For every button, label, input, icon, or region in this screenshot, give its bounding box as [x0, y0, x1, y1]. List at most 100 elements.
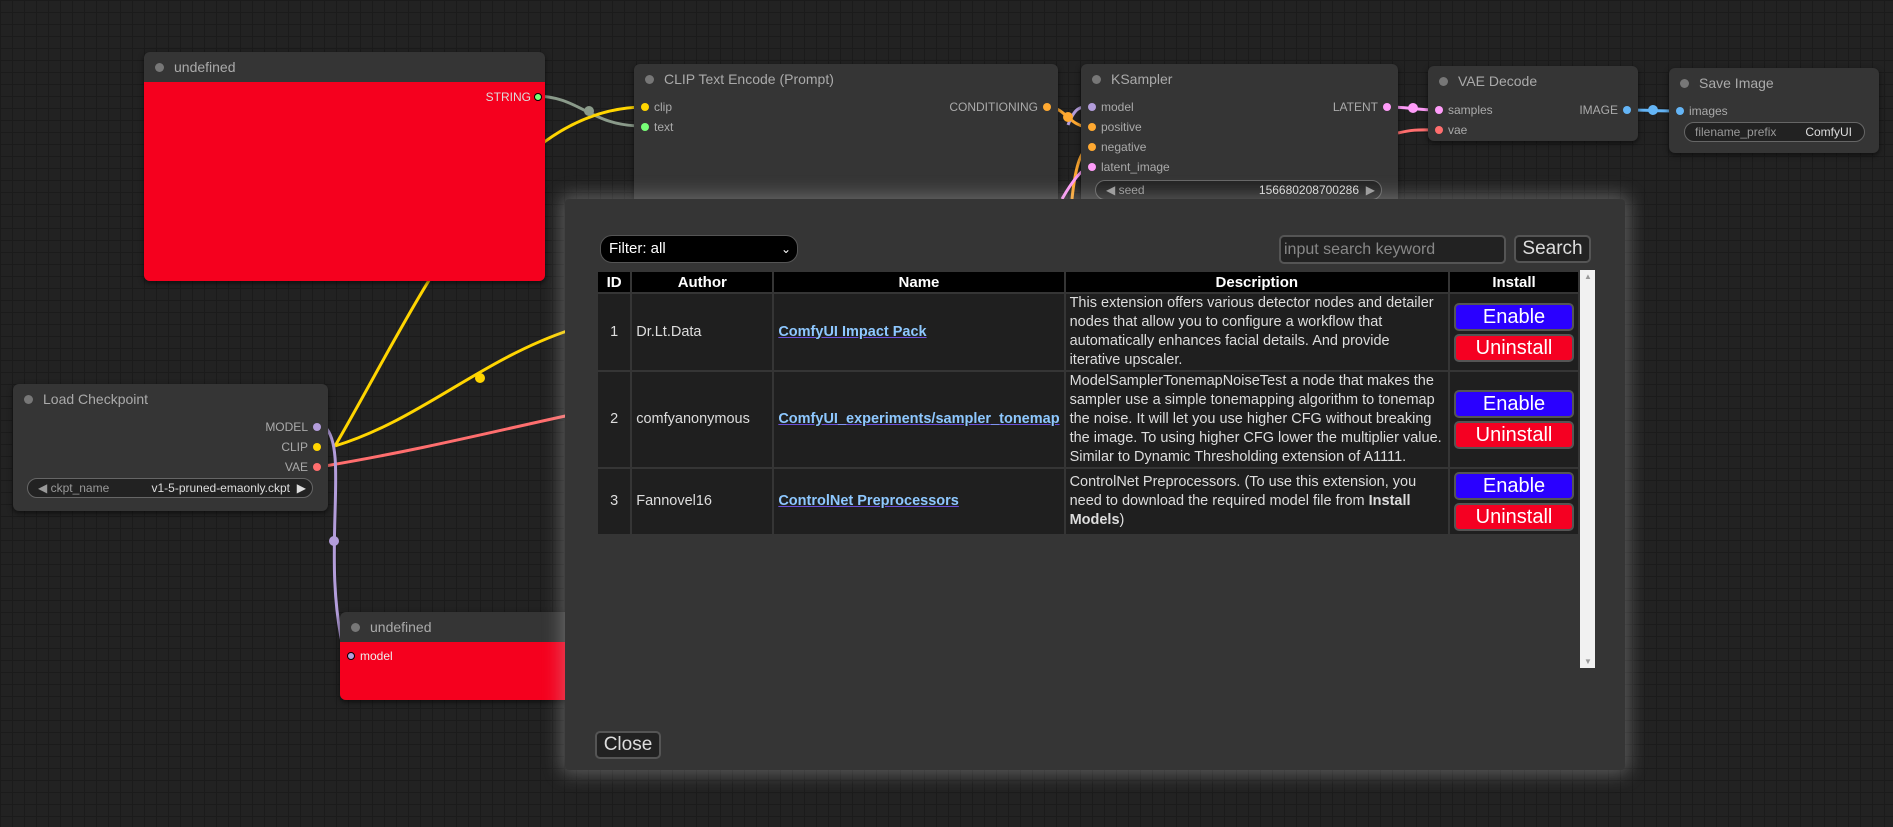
description-end: ) [1119, 512, 1125, 528]
ckpt-name-widget[interactable]: ◀ ckpt_name v1-5-pruned-emaonly.ckpt ▶ [27, 478, 313, 498]
extension-link[interactable]: ControlNet Preprocessors [778, 493, 959, 509]
seed-value: 156680208700286 [1258, 183, 1359, 197]
ckpt-value: v1-5-pruned-emaonly.ckpt [151, 481, 290, 495]
custom-nodes-manager-dialog: Filter: all ⌄ input search keyword Search… [565, 199, 1625, 770]
node-vae-decode[interactable]: VAE Decode samples vae IMAGE [1428, 66, 1638, 141]
link-clip-bottom [334, 328, 571, 448]
positive-slot[interactable] [1088, 123, 1096, 131]
output-vae: VAE [284, 460, 308, 474]
enable-button[interactable]: Enable [1454, 390, 1574, 418]
row-id: 2 [595, 370, 633, 469]
node-body [144, 82, 545, 281]
row-author: Fannovel16 [630, 467, 775, 536]
node-title: undefined [340, 612, 580, 642]
enable-button[interactable]: Enable [1454, 302, 1574, 331]
latent-image-slot[interactable] [1088, 163, 1096, 171]
row-description: ControlNet Preprocessors. (To use this e… [1063, 467, 1451, 536]
ckpt-label: ckpt_name [50, 481, 110, 495]
node-title: Load Checkpoint [13, 384, 328, 414]
output-latent: LATENT [1332, 100, 1378, 114]
col-description: Description [1063, 270, 1451, 294]
row-author: comfyanonymous [630, 370, 775, 469]
input-positive: positive [1101, 120, 1142, 134]
input-model: model [1101, 100, 1134, 114]
row-description: This extension offers various detector n… [1063, 292, 1451, 372]
conditioning-slot[interactable] [1043, 103, 1051, 111]
vae-slot[interactable] [313, 463, 321, 471]
model-slot[interactable] [313, 423, 321, 431]
input-model: model [360, 649, 393, 663]
input-text: text [654, 120, 674, 134]
search-button[interactable]: Search [1514, 235, 1591, 263]
extension-link[interactable]: ComfyUI Impact Pack [778, 323, 927, 340]
search-input[interactable]: input search keyword [1279, 235, 1506, 264]
output-string: STRING [485, 90, 531, 104]
enable-button[interactable]: Enable [1454, 472, 1574, 500]
close-button[interactable]: Close [595, 731, 661, 759]
node-clip-text-encode[interactable]: CLIP Text Encode (Prompt) clip text COND… [634, 64, 1058, 214]
row-id: 3 [595, 467, 633, 536]
node-undefined-top[interactable]: undefined STRING [144, 52, 545, 281]
scroll-up-icon[interactable]: ▲ [1584, 272, 1592, 281]
input-vae: vae [1448, 123, 1468, 137]
output-clip: CLIP [281, 440, 308, 454]
install-models-link: Install Models [1069, 493, 1411, 528]
vae-slot[interactable] [1435, 126, 1443, 134]
node-undefined-bottom[interactable]: undefined model [340, 612, 580, 700]
uninstall-button[interactable]: Uninstall [1454, 421, 1574, 449]
node-title: KSampler [1081, 64, 1398, 94]
table-row: 1 Dr.Lt.Data ComfyUI Impact Pack This ex… [595, 292, 1580, 372]
seed-widget[interactable]: ◀ seed 156680208700286 ▶ [1095, 180, 1382, 200]
link-vae [324, 413, 571, 468]
prefix-label: filename_prefix [1695, 125, 1777, 139]
node-body [340, 642, 580, 700]
uninstall-button[interactable]: Uninstall [1454, 503, 1574, 531]
row-id: 1 [595, 292, 633, 372]
model-slot[interactable] [347, 652, 355, 660]
input-samples: samples [1448, 103, 1493, 117]
node-title: Save Image [1669, 68, 1879, 98]
image-slot[interactable] [1623, 106, 1631, 114]
increment-arrow-icon[interactable]: ▶ [296, 481, 306, 495]
col-name: Name [772, 270, 1066, 294]
table-scrollbar[interactable]: ▲ ▼ [1580, 270, 1595, 668]
table-row: 3 Fannovel16 ControlNet Preprocessors Co… [595, 467, 1580, 536]
images-slot[interactable] [1676, 107, 1684, 115]
filename-prefix-widget[interactable]: filename_prefix ComfyUI [1684, 122, 1865, 142]
col-install: Install [1448, 270, 1580, 294]
filter-value: Filter: all [609, 240, 666, 257]
node-load-checkpoint[interactable]: Load Checkpoint MODEL CLIP VAE ◀ ckpt_na… [13, 384, 328, 511]
link-model [323, 425, 347, 656]
samples-slot[interactable] [1435, 106, 1443, 114]
output-image: IMAGE [1579, 103, 1618, 117]
extensions-table: ID Author Name Description Install 1 Dr.… [595, 270, 1580, 536]
output-model: MODEL [265, 420, 308, 434]
table-row: 2 comfyanonymous ComfyUI_experiments/sam… [595, 370, 1580, 469]
input-latent-image: latent_image [1101, 160, 1170, 174]
input-images: images [1689, 104, 1728, 118]
col-author: Author [630, 270, 775, 294]
clip-slot[interactable] [313, 443, 321, 451]
model-slot[interactable] [1088, 103, 1096, 111]
increment-arrow-icon[interactable]: ▶ [1365, 183, 1375, 197]
node-save-image[interactable]: Save Image images filename_prefix ComfyUI [1669, 68, 1879, 153]
description-text: ControlNet Preprocessors. (To use this e… [1069, 474, 1417, 509]
input-clip: clip [654, 100, 673, 114]
scroll-down-icon[interactable]: ▼ [1584, 657, 1592, 666]
text-slot[interactable] [641, 123, 649, 131]
clip-slot[interactable] [641, 103, 649, 111]
node-title: undefined [144, 52, 545, 82]
extension-link[interactable]: ComfyUI_experiments/sampler_tonemap [778, 411, 1060, 427]
latent-slot[interactable] [1383, 103, 1391, 111]
seed-label: seed [1118, 183, 1145, 197]
node-ksampler[interactable]: KSampler model positive negative latent_… [1081, 64, 1398, 214]
string-slot[interactable] [534, 93, 542, 101]
chevron-down-icon: ⌄ [780, 242, 791, 256]
node-title: CLIP Text Encode (Prompt) [634, 64, 1058, 94]
negative-slot[interactable] [1088, 143, 1096, 151]
output-conditioning: CONDITIONING [949, 100, 1038, 114]
row-description: ModelSamplerTonemapNoiseTest a node that… [1063, 370, 1451, 469]
uninstall-button[interactable]: Uninstall [1454, 333, 1574, 362]
row-author: Dr.Lt.Data [630, 292, 775, 372]
filter-select[interactable]: Filter: all ⌄ [600, 235, 798, 263]
